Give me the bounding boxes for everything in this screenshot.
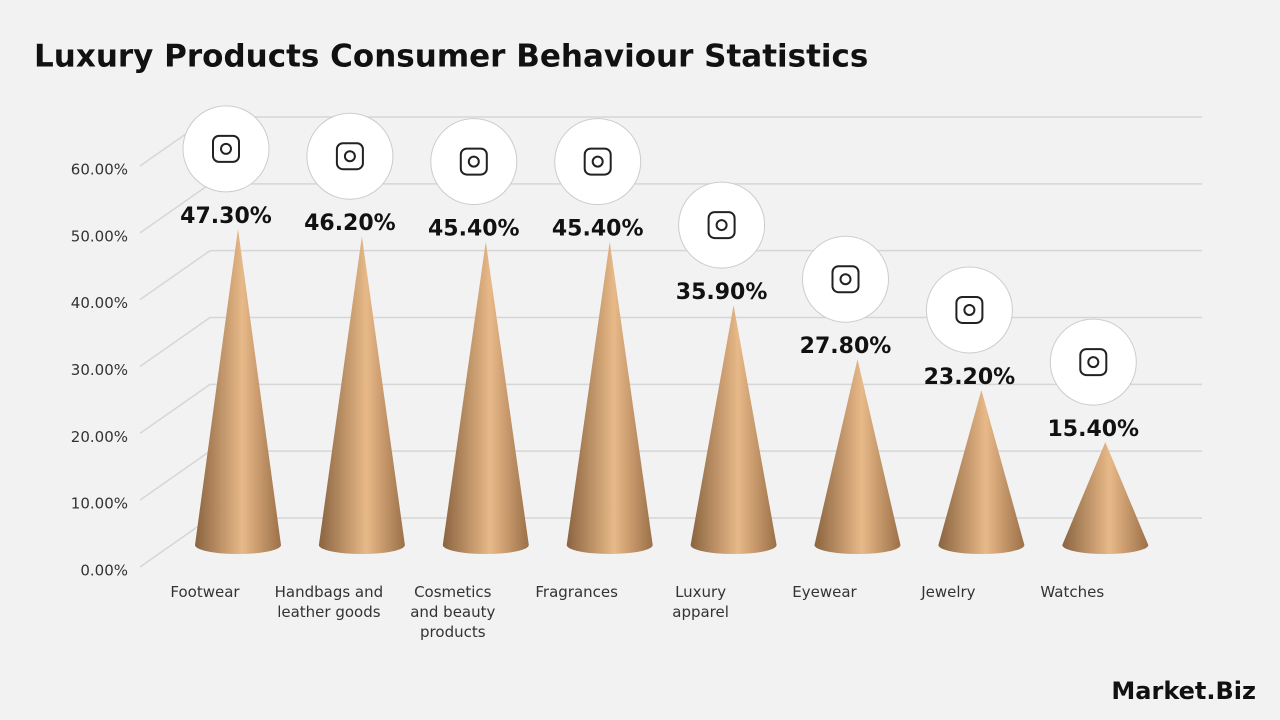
- grid-line: [139, 450, 1202, 501]
- x-tick-label: Fragrances: [535, 583, 618, 601]
- cone: [1062, 442, 1149, 554]
- icon: [182, 105, 270, 193]
- value-label: 27.80%: [800, 334, 892, 359]
- y-tick-label: 50.00%: [71, 227, 128, 245]
- icon-glyph: [1079, 348, 1108, 377]
- x-tick-label: Handbags and leather goods: [274, 583, 384, 621]
- icon-glyph: [839, 273, 852, 286]
- cone: [442, 241, 529, 554]
- grid-line: [139, 183, 1202, 234]
- icon: [554, 118, 642, 206]
- icon-glyph: [459, 147, 488, 176]
- icon-glyph: [955, 295, 984, 324]
- icon-glyph: [831, 265, 860, 294]
- value-label: 45.40%: [552, 217, 644, 242]
- icon: [925, 266, 1013, 354]
- icon-glyph: [343, 150, 356, 163]
- icon-glyph: [963, 303, 976, 316]
- y-tick-label: 40.00%: [71, 294, 128, 312]
- icon-circle: [430, 118, 518, 206]
- x-tick-label: Watches: [1040, 583, 1105, 601]
- grid-line: [139, 249, 1202, 301]
- cone: [566, 241, 653, 554]
- icon-circle: [1049, 318, 1137, 406]
- icon-glyph: [220, 142, 232, 155]
- icon-circle: [678, 181, 766, 269]
- icon: [802, 235, 889, 323]
- icon: [430, 118, 518, 206]
- icon-circle: [802, 235, 889, 323]
- icon: [306, 112, 394, 200]
- icon-glyph: [583, 147, 612, 176]
- grid-line: [139, 316, 1202, 368]
- grid-line: [139, 116, 1202, 167]
- icon-glyph: [335, 142, 364, 171]
- icon: [1049, 318, 1137, 406]
- y-tick-label: 0.00%: [80, 562, 128, 580]
- icon-glyph: [1087, 356, 1100, 369]
- x-tick-label: Footwear: [170, 583, 240, 601]
- icon-circle: [554, 118, 642, 206]
- icon-glyph: [707, 211, 736, 240]
- y-tick-label: 10.00%: [71, 495, 128, 513]
- value-label: 46.20%: [304, 211, 396, 236]
- chart-title: Luxury Products Consumer Behaviour Stati…: [34, 39, 868, 75]
- icon-glyph: [591, 155, 604, 168]
- grid-line: [139, 383, 1202, 434]
- cone: [195, 228, 281, 554]
- x-tick-label: Jewelry: [921, 583, 976, 601]
- icon: [678, 181, 766, 269]
- cone: [938, 389, 1025, 554]
- y-tick-label: 30.00%: [71, 361, 128, 379]
- value-label: 35.90%: [676, 280, 768, 305]
- cone: [814, 359, 901, 554]
- value-label: 47.30%: [180, 204, 272, 229]
- cone: [690, 305, 777, 554]
- x-tick-label: Luxury apparel: [672, 583, 729, 621]
- value-label: 45.40%: [428, 217, 520, 242]
- x-tick-label: Eyewear: [792, 583, 857, 601]
- icon-circle: [306, 112, 394, 200]
- x-tick-label: Cosmetics and beauty products: [410, 583, 496, 641]
- icon-circle: [925, 266, 1013, 354]
- logo: Market.Biz: [1111, 677, 1256, 705]
- value-label: 15.40%: [1047, 417, 1139, 442]
- icon-glyph: [212, 134, 240, 163]
- icon-glyph: [715, 219, 728, 232]
- icon-circle: [182, 105, 270, 193]
- y-tick-label: 20.00%: [71, 428, 128, 446]
- icon-glyph: [467, 155, 480, 168]
- value-label: 23.20%: [924, 365, 1016, 390]
- cone: [318, 236, 405, 555]
- grid-line: [139, 517, 1202, 568]
- y-tick-label: 60.00%: [71, 161, 128, 179]
